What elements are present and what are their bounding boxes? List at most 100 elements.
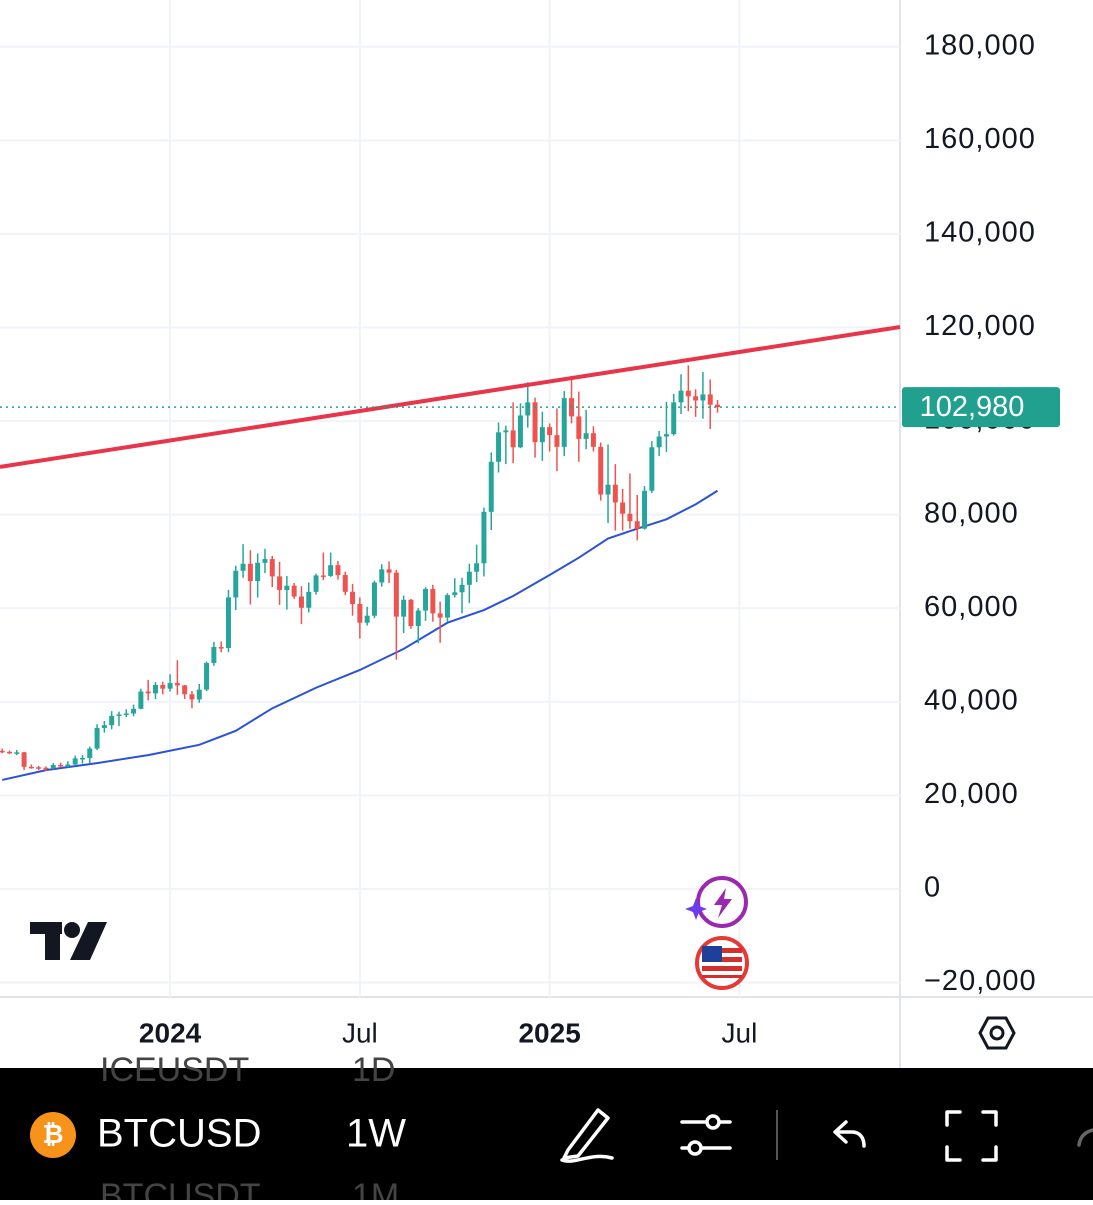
- candle-body: [342, 574, 348, 592]
- candle-body: [196, 689, 202, 700]
- candle-body: [663, 434, 669, 437]
- candle-body: [386, 569, 392, 573]
- candle-body: [21, 752, 27, 767]
- candle-body: [43, 767, 49, 770]
- candle-body: [685, 390, 691, 397]
- candle-body: [437, 613, 443, 618]
- candle-body: [605, 484, 611, 495]
- candle-body: [79, 757, 85, 760]
- candle-body: [138, 691, 144, 709]
- y-tick-label: 60,000: [924, 591, 1019, 623]
- candle-body: [671, 402, 677, 435]
- candle-body: [36, 767, 42, 769]
- candle-body: [649, 447, 655, 491]
- candle-body: [328, 565, 334, 576]
- candle-body: [72, 758, 78, 765]
- candle-body: [269, 559, 275, 577]
- interval[interactable]: 1W: [346, 1112, 406, 1156]
- candle-body: [50, 764, 56, 769]
- candle-body: [160, 684, 166, 689]
- candle-body: [240, 563, 246, 571]
- candle-body: [547, 427, 553, 436]
- last-price-badge: [902, 387, 1060, 428]
- y-tick-label: 180,000: [924, 29, 1036, 61]
- more[interactable]: [1077, 1128, 1093, 1147]
- candle-body: [145, 691, 151, 694]
- candle-body: [707, 394, 713, 405]
- candle-body: [65, 764, 71, 767]
- ghost-interval: 1M: [352, 1177, 399, 1200]
- candle-body: [255, 562, 261, 582]
- candle-body: [123, 713, 129, 715]
- tv-logo: [30, 922, 107, 960]
- candle-body: [277, 576, 283, 590]
- candle-body: [204, 662, 210, 690]
- candle-body: [634, 521, 640, 529]
- toolbar: [0, 1068, 1093, 1200]
- x-tick-label: Jul: [722, 1017, 758, 1048]
- last-price-label: 102,980: [920, 391, 1025, 423]
- candle-body: [561, 398, 567, 447]
- candle-body: [109, 715, 115, 726]
- candle-body: [612, 484, 618, 503]
- draw-tool[interactable]: [560, 1108, 614, 1163]
- symbol[interactable]: BTCUSD: [97, 1112, 261, 1156]
- y-tick-label: 140,000: [924, 217, 1036, 249]
- candle-body: [247, 563, 253, 582]
- candle-body: [87, 748, 93, 758]
- candle-body: [364, 615, 370, 623]
- y-tick-label: 160,000: [924, 123, 1036, 155]
- ghost-symbol: BTCUSDT: [100, 1177, 261, 1200]
- candle-body: [371, 582, 377, 616]
- candle-body: [656, 436, 662, 448]
- candle-body: [28, 766, 34, 769]
- candle-body: [298, 596, 304, 608]
- candle-body: [262, 559, 268, 563]
- settings-gear[interactable]: [978, 1016, 1016, 1050]
- candle-body: [350, 591, 356, 605]
- candle-body: [642, 490, 648, 529]
- candle-body: [335, 565, 341, 575]
- coin-symbol: ₿: [42, 1119, 63, 1149]
- candle-body: [401, 599, 407, 617]
- candle-body: [488, 461, 494, 512]
- candle-body: [539, 427, 545, 443]
- candle-body: [189, 694, 195, 700]
- candle-body: [152, 684, 158, 694]
- y-tick-label: 40,000: [924, 684, 1019, 716]
- fullscreen[interactable]: [945, 1110, 998, 1162]
- coin-icon[interactable]: [30, 1112, 76, 1158]
- candle-body: [320, 575, 326, 577]
- candle-body: [393, 572, 399, 617]
- candle-body: [598, 446, 604, 495]
- candle-body: [532, 402, 538, 443]
- candle-body: [517, 415, 523, 448]
- candle-body: [218, 647, 224, 649]
- economic-event-icon[interactable]: [695, 936, 749, 990]
- settings-tool[interactable]: [680, 1114, 732, 1156]
- candle-body: [379, 569, 385, 583]
- candle-body: [0, 750, 5, 753]
- news-icon[interactable]: [685, 876, 748, 928]
- candle-body: [715, 404, 721, 408]
- candle-body: [94, 727, 100, 749]
- candle-body: [174, 683, 180, 686]
- candle-body: [182, 685, 188, 695]
- candle-body: [693, 396, 699, 401]
- candle-body: [576, 416, 582, 439]
- undo[interactable]: [833, 1120, 866, 1148]
- x-tick-label: Jul: [342, 1017, 378, 1048]
- ghost-symbol: ICEUSDT: [100, 1051, 249, 1089]
- candle-body: [6, 751, 12, 754]
- candle-body: [423, 589, 429, 611]
- candle-body: [357, 604, 363, 623]
- candle-body: [14, 752, 20, 754]
- candle-body: [627, 513, 633, 522]
- candle-body: [466, 571, 472, 585]
- candle-body: [131, 708, 137, 714]
- candle-body: [101, 725, 107, 728]
- candle-body: [481, 511, 487, 564]
- candle-body: [167, 683, 173, 689]
